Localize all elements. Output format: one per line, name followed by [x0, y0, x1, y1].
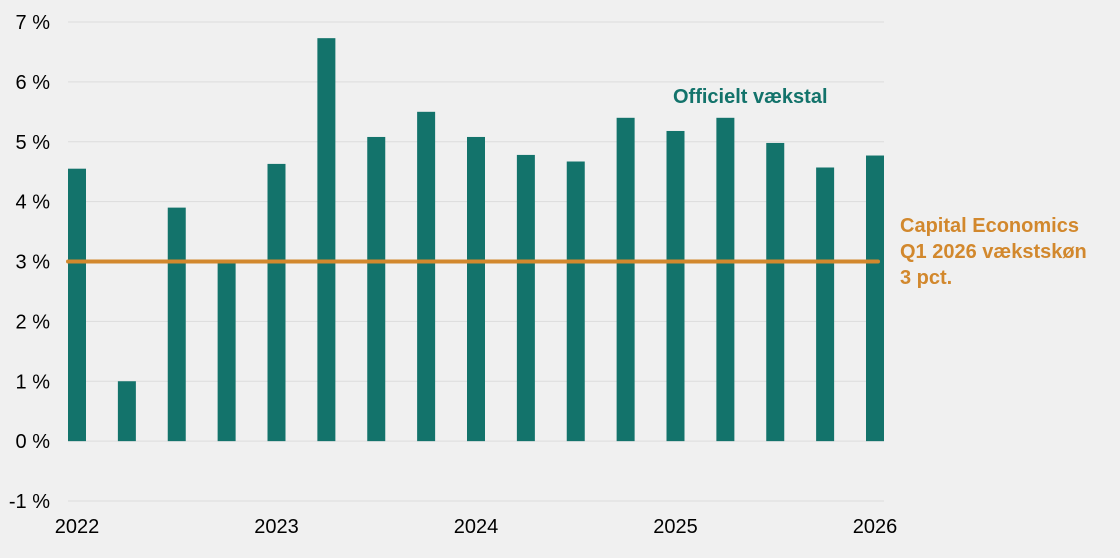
bar — [467, 136, 485, 442]
bar — [317, 38, 336, 442]
bar — [68, 168, 86, 442]
x-tick-label: 2026 — [853, 516, 898, 538]
y-tick-label: 4 % — [16, 192, 51, 214]
y-tick-label: 3 % — [16, 252, 51, 274]
x-tick-label: 2022 — [55, 516, 100, 538]
bar — [117, 381, 136, 442]
x-tick-label: 2024 — [454, 516, 499, 538]
y-tick-label: 1 % — [16, 371, 51, 393]
x-tick-label: 2025 — [653, 516, 698, 538]
bar — [816, 167, 835, 442]
bar — [217, 261, 236, 442]
bar — [417, 111, 436, 442]
official-growth-label: Officielt vækstal — [673, 86, 828, 108]
forecast-label-line-2: Q1 2026 vækstskøn — [900, 241, 1087, 263]
y-tick-label: 2 % — [16, 311, 51, 333]
y-tick-label: 0 % — [16, 431, 51, 453]
x-axis-labels: 2022 2023 2024 2025 2026 — [55, 516, 898, 538]
y-tick-label: -1 % — [9, 491, 50, 513]
bar — [367, 136, 386, 442]
bar — [566, 161, 585, 442]
bar — [167, 207, 186, 442]
forecast-label-line-3: 3 pct. — [900, 267, 952, 289]
bar — [866, 155, 884, 442]
bar — [666, 130, 685, 442]
y-tick-label: 7 % — [16, 12, 51, 34]
y-tick-label: 6 % — [16, 72, 51, 94]
y-tick-label: 5 % — [16, 132, 51, 154]
y-axis-labels: -1 % 0 % 1 % 2 % 3 % 4 % 5 % 6 % 7 % — [9, 12, 50, 513]
forecast-label: Capital Economics Q1 2026 vækstskøn 3 pc… — [900, 215, 1092, 289]
bar — [716, 117, 735, 442]
bar — [516, 154, 535, 442]
x-tick-label: 2023 — [254, 516, 299, 538]
bar — [766, 142, 785, 442]
bars — [68, 38, 884, 442]
forecast-label-line-1: Capital Economics — [900, 215, 1079, 237]
bar — [267, 163, 286, 442]
bar — [616, 117, 635, 442]
